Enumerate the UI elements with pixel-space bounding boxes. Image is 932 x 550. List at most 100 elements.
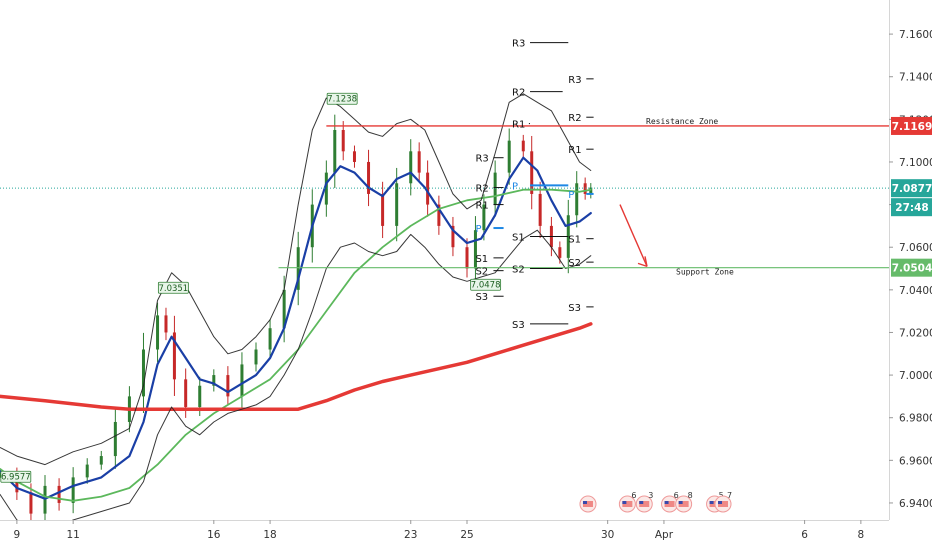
price-tick-label: 6.9600 [899, 455, 932, 467]
resistance-price-badge: 7.1169 [891, 116, 932, 135]
price-tick-label: 6.9400 [899, 498, 932, 510]
candle-body [198, 385, 202, 408]
candle-body [507, 140, 511, 173]
pivot-level-label: P [512, 181, 518, 192]
time-tick-label: 30 [601, 529, 614, 541]
support-zone-label: Support Zone [676, 268, 734, 277]
candle-body [324, 172, 328, 205]
event-count-label: 6 [631, 491, 636, 500]
price-callout: 7.0351 [157, 281, 189, 294]
callout-value: 7.1238 [327, 95, 357, 105]
pivot-level-label: R2 [568, 113, 581, 124]
event-marker-icon[interactable]: 6 [618, 491, 636, 513]
candle-body [184, 379, 188, 408]
candle-body [268, 328, 272, 350]
support-price-badge: 7.0504 [891, 258, 932, 277]
band-upper-line [0, 93, 592, 466]
ma-slow-line [0, 322, 593, 411]
candle-body [212, 375, 216, 386]
price-tick-label: 7.0000 [899, 370, 932, 382]
time-tick-label: 11 [66, 529, 79, 541]
candle-body [451, 225, 455, 248]
candle-body [15, 475, 19, 493]
candle-body [521, 140, 525, 152]
ma-fast-line [0, 156, 592, 500]
time-tick-label: 18 [263, 529, 276, 541]
pivot-level-label: P [475, 224, 481, 235]
pivot-level-label: P [568, 190, 574, 201]
time-tick-label: Apr [655, 529, 674, 541]
candle-body [482, 204, 486, 231]
annotation-layer: Resistance Zone Support Zone [619, 117, 734, 277]
event-marker-icon[interactable]: 3 [635, 491, 653, 513]
forecast-arrow-shaft [619, 204, 648, 267]
candle-body [57, 485, 61, 503]
callout-layer: 6.9577 7.0351 7.1238 7.0478 [0, 92, 502, 483]
candle-body [558, 247, 562, 258]
pivot-layer: R3 R3 R2 R2 R1 R1 R3 R2 P R1 P P S1 S1 S1 S2 S2 S2 S3 S3 S3 [475, 39, 594, 331]
candle-body [99, 456, 103, 465]
time-axis[interactable]: 9 11 16 18 23 25 30 Apr 6 8 [14, 520, 865, 541]
svg-text:7.0504: 7.0504 [892, 263, 932, 275]
pivot-level-label: S3 [568, 303, 581, 314]
event-count-label: 3 [648, 491, 653, 500]
pivot-level-label: S3 [475, 292, 488, 303]
band-lower-line [0, 229, 592, 520]
price-badges: 7.1169 7.0877 27:48 7.0504 [891, 116, 932, 277]
event-marker-icon[interactable]: 7 [714, 491, 732, 513]
callout-value: 7.0478 [471, 281, 501, 291]
price-callout: 7.1238 [326, 92, 358, 105]
pivot-level-label: R3 [475, 154, 488, 165]
event-marker-icon[interactable] [579, 495, 597, 513]
candle-body [589, 187, 593, 194]
pivot-level-label: S1 [568, 235, 581, 246]
time-tick-label: 9 [14, 529, 21, 541]
candle-body [575, 183, 579, 216]
candle-body [341, 130, 345, 152]
candle-body [254, 349, 258, 365]
price-tick-label: 7.1600 [899, 29, 932, 41]
time-tick-label: 6 [801, 529, 808, 541]
candle-body [530, 151, 534, 194]
candle-body [282, 289, 286, 329]
event-count-label: 7 [727, 491, 732, 500]
candle-body [538, 193, 542, 226]
time-tick-label: 8 [858, 529, 865, 541]
resistance-zone-label: Resistance Zone [646, 117, 718, 126]
price-tick-label: 7.0600 [899, 242, 932, 254]
candle-body [395, 183, 399, 226]
callout-value: 6.9577 [1, 473, 31, 483]
candle-body [352, 151, 356, 162]
candle-body [113, 421, 117, 457]
pivot-level-label: R1 [512, 120, 525, 131]
event-count-label: 6 [674, 491, 679, 500]
pivot-level-label: S2 [568, 258, 581, 269]
candle-body [240, 364, 244, 397]
forecast-arrow-head [637, 256, 648, 268]
levels-layer [0, 125, 889, 269]
price-tick-label: 7.0400 [899, 285, 932, 297]
event-marker-icon[interactable]: 8 [675, 491, 693, 513]
event-count-label: 5 [719, 491, 724, 500]
pivot-level-label: R1 [475, 201, 488, 212]
candle-body [296, 247, 300, 290]
candle-body [465, 247, 469, 269]
current-price-badge: 7.0877 [891, 179, 932, 198]
price-tick-label: 7.1000 [899, 157, 932, 169]
candle-body [29, 492, 33, 514]
candle-body [156, 315, 160, 350]
pivot-level-label: S3 [512, 320, 525, 331]
candle-body [473, 230, 477, 269]
pivot-level-label: R1 [568, 145, 581, 156]
candle-body [437, 204, 441, 226]
candle-body [172, 332, 176, 380]
pivot-level-label: R2 [475, 184, 488, 195]
svg-text:27:48: 27:48 [895, 202, 928, 214]
svg-text:7.1169: 7.1169 [892, 121, 932, 133]
event-count-label: 8 [688, 491, 693, 500]
pivot-level-label: R2 [512, 88, 525, 99]
